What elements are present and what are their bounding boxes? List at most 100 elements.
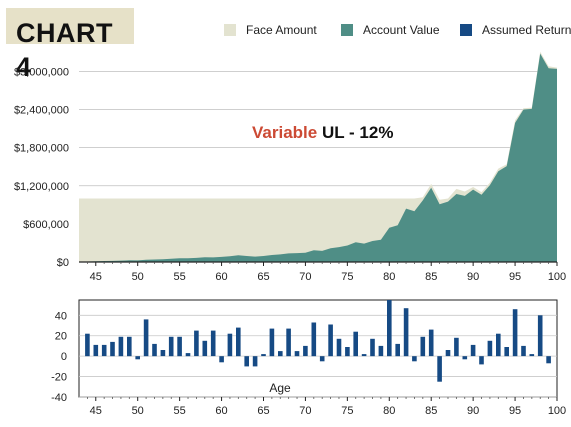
bar-y-tick-label: -20: [51, 372, 67, 384]
bar-assumed-return: [336, 338, 342, 357]
annotation-variable: Variable: [252, 123, 317, 142]
bar-assumed-return: [219, 356, 224, 363]
bar-assumed-return: [378, 345, 384, 357]
bar-assumed-return: [462, 356, 468, 360]
bar-assumed-return: [470, 344, 476, 357]
x-tick-label: 100: [548, 271, 566, 283]
bar-assumed-return: [328, 324, 333, 357]
bar-assumed-return: [118, 336, 124, 357]
bar-x-tick-label: 75: [341, 405, 353, 417]
bar-assumed-return: [152, 343, 157, 357]
legend-swatch-face-amount: [224, 24, 236, 36]
bar-assumed-return: [319, 356, 325, 362]
bar-assumed-return: [236, 327, 241, 357]
bar-chart-frame: [78, 299, 558, 398]
x-tick-label: 95: [509, 271, 521, 283]
x-tick-label: 45: [90, 271, 102, 283]
bar-assumed-return: [428, 329, 434, 357]
bar-assumed-return: [353, 331, 358, 357]
bar-assumed-return: [101, 344, 107, 357]
bar-y-tick-label: 40: [55, 310, 67, 322]
y-tick-label: $600,000: [23, 219, 69, 231]
bar-assumed-return: [185, 353, 191, 357]
bar-assumed-return: [286, 328, 291, 357]
legend-label-face-amount: Face Amount: [246, 23, 317, 37]
x-tick-label: 50: [132, 271, 144, 283]
bar-assumed-return: [135, 356, 140, 360]
bar-x-tick-label: 45: [90, 405, 102, 417]
bar-assumed-return: [278, 351, 283, 357]
bar-x-tick-label: 70: [299, 405, 311, 417]
bar-assumed-return: [303, 345, 308, 357]
bar-assumed-return: [512, 309, 518, 357]
y-tick-label: $0: [57, 257, 69, 269]
bar-y-tick-label: 0: [61, 351, 67, 363]
bar-assumed-return: [168, 336, 174, 357]
bar-assumed-return: [311, 322, 317, 357]
bar-x-tick-label: 100: [548, 405, 566, 417]
y-tick-label: $1,800,000: [14, 143, 69, 155]
bar-chart: 40 20 0 -20 -40 Age 45 50 55 60 65 70 75 80 85 90 95 100: [51, 299, 566, 417]
bar-assumed-return: [496, 333, 501, 357]
bar-assumed-return: [143, 319, 149, 357]
bar-assumed-return: [127, 336, 132, 357]
bar-assumed-return: [160, 350, 166, 357]
bar-assumed-return: [194, 330, 199, 357]
bar-x-tick-label: 60: [215, 405, 227, 417]
legend-label-assumed-return: Assumed Return: [482, 23, 571, 37]
y-tick-label: $1,200,000: [14, 181, 69, 193]
bar-assumed-return: [454, 337, 459, 357]
bar-assumed-return: [345, 347, 350, 357]
bar-assumed-return: [252, 356, 258, 367]
bar-assumed-return: [294, 351, 300, 357]
series-account-value: [79, 53, 557, 262]
legend-swatch-assumed-return: [460, 24, 472, 36]
bar-assumed-return: [244, 356, 249, 367]
bar-x-tick-label: 80: [383, 405, 395, 417]
bar-assumed-return: [403, 308, 409, 357]
bar-assumed-return: [227, 333, 233, 357]
area-chart: $0 $600,000 $1,200,000 $1,800,000 $2,400,000…: [14, 51, 566, 283]
bar-assumed-return: [412, 356, 417, 362]
bar-x-axis-label: Age: [269, 381, 291, 395]
legend-swatch-account-value: [341, 24, 353, 36]
bar-x-tick-label: 85: [425, 405, 437, 417]
bar-assumed-return: [177, 336, 182, 357]
bar-assumed-return: [93, 344, 99, 357]
x-tick-label: 85: [425, 271, 437, 283]
bar-assumed-return: [370, 338, 375, 357]
x-tick-label: 75: [341, 271, 353, 283]
legend-label-account-value: Account Value: [363, 23, 440, 37]
chart-title-box: CHART 4: [6, 8, 134, 82]
x-tick-label: 90: [467, 271, 479, 283]
x-tick-label: 80: [383, 271, 395, 283]
bar-assumed-return: [437, 356, 442, 382]
x-tick-label: 55: [174, 271, 186, 283]
bar-assumed-return: [479, 356, 484, 365]
bar-x-tick-label: 90: [467, 405, 479, 417]
x-tick-label: 60: [215, 271, 227, 283]
bar-assumed-return: [445, 350, 451, 357]
bar-assumed-return: [395, 343, 400, 357]
bar-assumed-return: [529, 354, 535, 357]
chart-title: CHART 4: [16, 18, 113, 82]
bar-assumed-return: [210, 330, 216, 357]
bar-x-tick-label: 95: [509, 405, 521, 417]
x-tick-label: 65: [257, 271, 269, 283]
bar-assumed-return: [261, 354, 266, 357]
bar-x-tick-label: 50: [132, 405, 144, 417]
bar-y-tick-label: -40: [51, 392, 67, 404]
bar-assumed-return: [420, 336, 426, 357]
x-tick-label: 70: [299, 271, 311, 283]
bar-assumed-return: [269, 328, 275, 357]
bar-assumed-return: [537, 315, 543, 357]
bar-assumed-return: [504, 347, 509, 357]
bar-x-tick-label: 65: [257, 405, 269, 417]
bar-assumed-return: [202, 340, 208, 357]
bar-assumed-return: [85, 333, 90, 357]
bar-assumed-return: [387, 300, 392, 357]
chart-annotation: Variable UL - 12%: [252, 123, 393, 142]
bar-assumed-return: [546, 356, 551, 364]
bar-assumed-return: [361, 354, 367, 357]
